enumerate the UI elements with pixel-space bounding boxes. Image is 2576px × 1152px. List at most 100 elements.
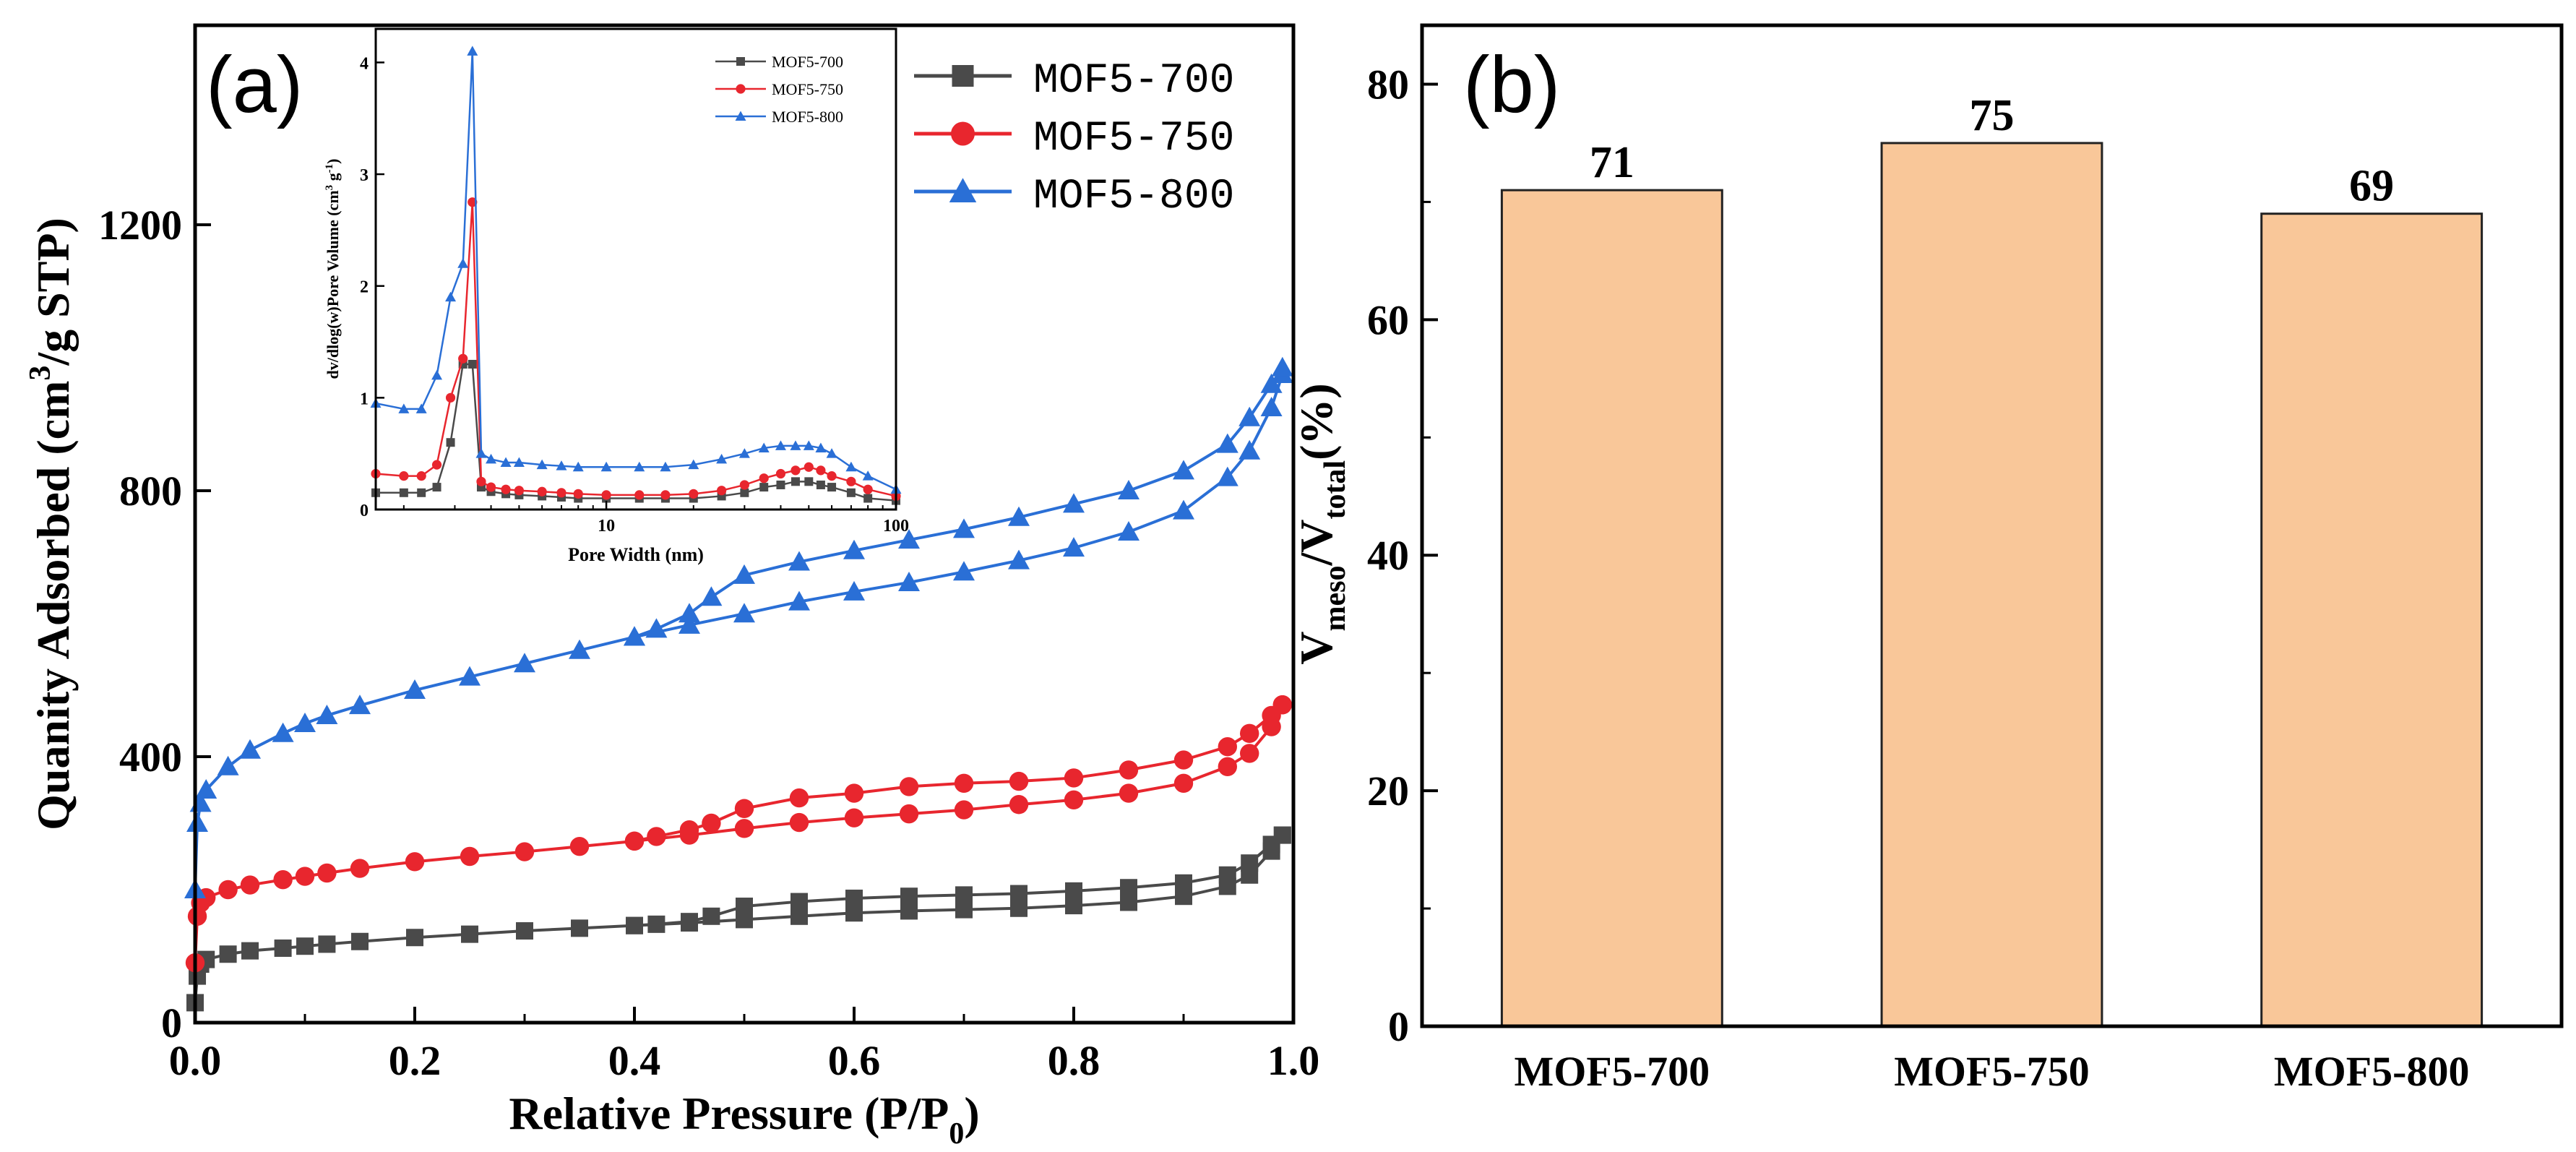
series-mof5-800-adsorption-point — [679, 614, 700, 634]
x-tick-label: 0.2 — [389, 1037, 441, 1084]
legend-entry: MOF5-750 — [1033, 116, 1234, 163]
panel-a-series-layer — [184, 356, 1293, 1012]
inset-series-mof5-700-point — [417, 488, 426, 497]
y-tick-label: 0 — [1388, 1003, 1409, 1050]
series-mof5-750-adsorption-point — [954, 800, 974, 820]
inset-x-tick-label: 10 — [598, 517, 615, 536]
panel-b-bars: 71 MOF5-700 75 MOF5-750 69 MOF5-800 — [1500, 91, 2484, 1095]
inset-y-tick-label: 0 — [360, 502, 369, 520]
series-mof5-750-desorption-point — [789, 788, 809, 808]
inset-ylabel: dv/dlog(w)Pore Volume (cm3 g-1) — [324, 159, 342, 379]
y-tick-label: 1200 — [98, 202, 182, 249]
series-mof5-800-desorption-point — [1118, 480, 1140, 499]
series-mof5-700-adsorption-point — [845, 904, 863, 922]
panel-b-frame — [1420, 23, 2564, 1028]
inset-series-mof5-750-point — [827, 471, 837, 481]
series-mof5-800-adsorption-point — [1173, 499, 1194, 520]
series-mof5-750-adsorption-point — [514, 842, 535, 861]
inset-x-tick-label: 100 — [883, 517, 909, 536]
y-tick-label: 800 — [119, 468, 182, 515]
inset-series-mof5-750-point — [660, 490, 671, 500]
inset-series-mof5-800-point — [758, 442, 770, 452]
series-mof5-700-adsorption-point — [1010, 899, 1028, 917]
series-mof5-700-desorption-point — [1120, 879, 1137, 897]
series-mof5-800-desorption-point — [700, 586, 723, 606]
series-mof5-800-adsorption-point — [186, 812, 209, 832]
x-tick-label: 0.8 — [1048, 1037, 1100, 1084]
inset-series-mof5-800-point — [556, 460, 567, 470]
series-mof5-700-desorption-point — [1010, 885, 1028, 903]
inset-background — [376, 29, 896, 510]
series-mof5-700-adsorption-point — [1120, 893, 1137, 911]
series-mof5-700-adsorption-point — [274, 939, 292, 957]
bar-value-label: 75 — [1970, 91, 2015, 140]
series-mof5-750-adsorption-point — [273, 870, 293, 890]
inset-series-mof5-750-point — [476, 476, 486, 486]
series-mof5-800-adsorption-point — [514, 653, 535, 673]
series-mof5-700-adsorption-point — [351, 932, 369, 950]
y-tick-label: 80 — [1367, 61, 1409, 108]
series-mof5-750-desorption-point — [624, 831, 645, 851]
series-mof5-750-desorption-point — [1064, 768, 1084, 788]
inset-ticks: 10 100 0 1 2 3 4 — [360, 54, 909, 536]
series-mof5-750-adsorption-point — [240, 875, 260, 895]
series-mof5-750-adsorption-point — [295, 867, 315, 886]
inset-series-mof5-800-point — [862, 470, 874, 481]
series-mof5-750-adsorption-point — [789, 812, 809, 833]
inset-series-mof5-700-point — [804, 477, 814, 486]
legend-entry: MOF5-700 — [1033, 58, 1234, 105]
series-mof5-800-adsorption-point — [1008, 549, 1030, 569]
bar-mof5-800 — [2260, 212, 2484, 1028]
legend-entry: MOF5-800 — [1033, 173, 1234, 220]
series-mof5-750-adsorption-point — [218, 880, 238, 900]
inset-series-mof5-750-point — [501, 484, 511, 494]
inset-series-mof5-800-point — [536, 459, 548, 470]
series-mof5-750-desorption-point — [844, 783, 864, 803]
inset-series-mof5-800-point — [467, 46, 478, 56]
inset-legend-entry: MOF5-800 — [772, 108, 843, 126]
x-tick-label: 0.4 — [608, 1037, 661, 1084]
inset-series-mof5-750-point — [739, 480, 749, 490]
series-mof5-800-adsorption-point — [294, 713, 316, 732]
inset-y-tick-label: 2 — [360, 278, 369, 297]
series-mof5-700-desorption-point — [1065, 882, 1082, 900]
panel-a-inset: 10 100 0 1 2 3 4 Pore Width (nm) dv/dlog(w)Por… — [324, 27, 909, 565]
inset-series-mof5-800-point — [431, 369, 443, 380]
inset-series-mof5-800-point — [815, 442, 827, 452]
series-mof5-750-desorption-point — [1009, 771, 1029, 791]
series-mof5-800-adsorption-point — [195, 779, 217, 799]
series-mof5-750-desorption-point — [1173, 750, 1194, 770]
inset-series-mof5-700-point — [863, 494, 873, 503]
series-mof5-800-adsorption-point — [1063, 537, 1085, 557]
series-mof5-700-desorption-point — [955, 886, 973, 904]
inset-series-mof5-800-point — [475, 448, 487, 458]
inset-series-mof5-750-point — [556, 488, 567, 498]
inset-series-mof5-750-point — [816, 465, 826, 476]
series-mof5-750-desorption-point — [1119, 760, 1139, 780]
series-mof5-700-desorption-point — [626, 916, 643, 934]
inset-series-mof5-750-point — [846, 476, 856, 486]
panel-b-label: (b) — [1463, 40, 1560, 129]
series-mof5-800-adsorption-point — [272, 722, 294, 742]
inset-series-mof5-800-point — [634, 461, 645, 472]
inset-series-mof5-750-point — [537, 486, 547, 497]
series-mof5-800-adsorption-point — [404, 679, 426, 699]
series-mof5-700-adsorption-point — [219, 945, 237, 963]
series-mof5-750-adsorption-point — [734, 819, 754, 838]
inset-series-mof5-800-point — [845, 461, 857, 472]
series-mof5-800-adsorption-point — [1239, 439, 1261, 460]
inset-series-mof5-800-point — [790, 440, 801, 450]
inset-series-mof5-800-point — [500, 457, 512, 468]
inset-series-mof5-750-point — [399, 471, 409, 481]
series-mof5-700-adsorption-point — [516, 922, 533, 940]
series-mof5-750-desorption-point — [1240, 723, 1259, 743]
inset-series-mof5-800-point — [660, 461, 671, 472]
series-mof5-700-desorption-point — [736, 898, 753, 915]
inset-series-mof5-800-point — [600, 461, 612, 472]
series-mof5-750-desorption-point — [954, 773, 974, 794]
series-mof5-750-adsorption-point — [844, 808, 864, 828]
inset-series-mof5-700-point — [846, 488, 856, 497]
inset-series-mof5-750-point — [416, 471, 426, 481]
y-tick-label: 0 — [161, 1000, 182, 1046]
inset-y-tick-label: 3 — [360, 166, 369, 185]
